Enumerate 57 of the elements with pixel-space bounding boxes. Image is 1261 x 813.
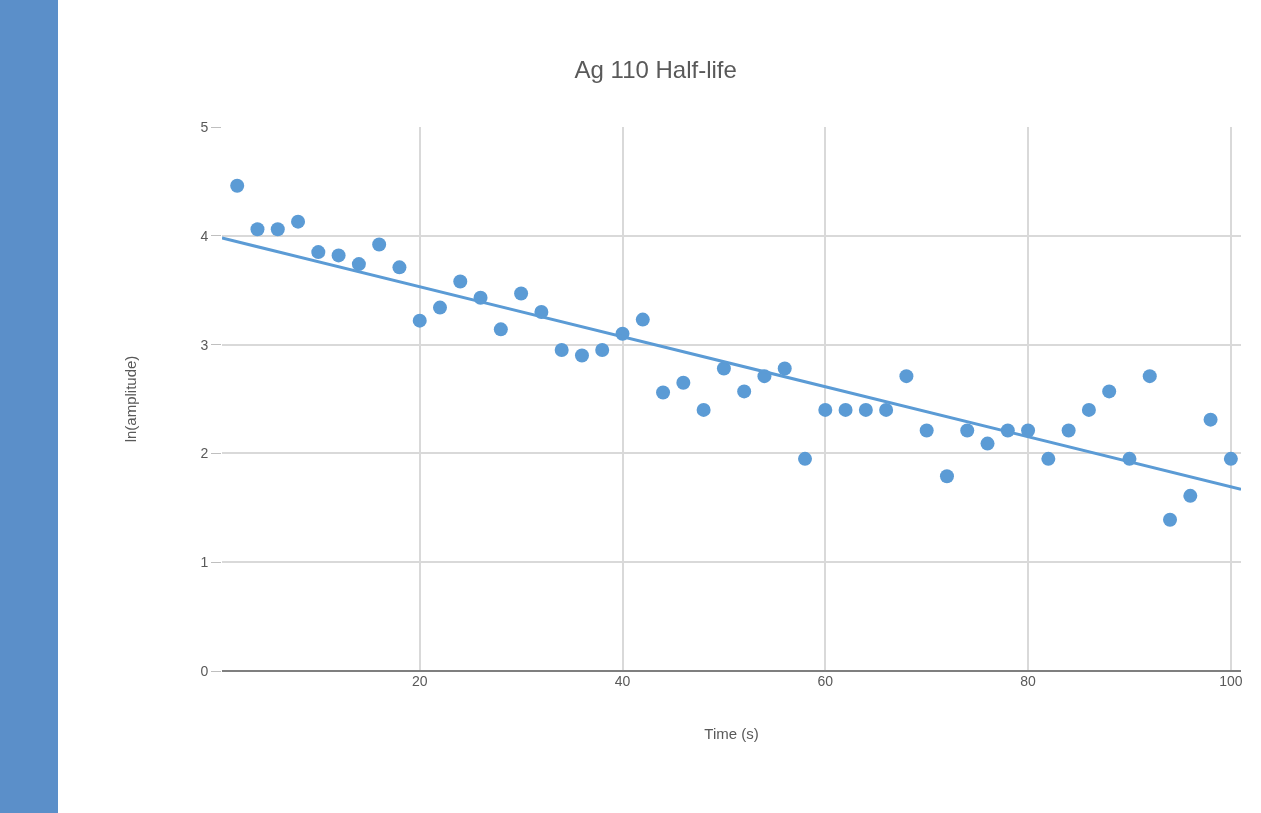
point — [331, 248, 346, 263]
point — [656, 385, 671, 400]
y-tick-label: 1 — [200, 554, 209, 571]
point — [716, 361, 731, 376]
point — [1041, 451, 1056, 466]
point — [838, 402, 853, 417]
point — [453, 274, 468, 289]
x-tick-label: 80 — [1020, 673, 1037, 689]
point — [230, 178, 245, 193]
point — [433, 300, 447, 315]
y-tick-label: 2 — [200, 445, 209, 462]
x-axis-title: Time (s) — [704, 725, 759, 742]
point — [372, 237, 387, 252]
y-tick-label: 4 — [200, 227, 209, 244]
point — [351, 257, 366, 272]
point — [1142, 369, 1157, 384]
point — [980, 436, 995, 451]
point — [818, 402, 833, 417]
point — [1081, 402, 1096, 417]
point — [676, 375, 691, 390]
point — [1183, 488, 1198, 503]
point — [412, 313, 427, 328]
point — [960, 423, 975, 438]
point — [250, 222, 265, 237]
chart-title: Ag 110 Half-life — [574, 55, 737, 83]
point — [635, 312, 650, 327]
y-tick-label: 0 — [200, 662, 209, 679]
point — [696, 402, 711, 417]
point — [595, 343, 610, 358]
x-tick-label: 60 — [817, 673, 834, 689]
point — [879, 402, 894, 417]
point — [574, 348, 589, 363]
point — [1061, 423, 1076, 438]
point — [777, 361, 792, 376]
point — [270, 222, 285, 237]
point — [1163, 512, 1178, 527]
point — [939, 469, 954, 484]
point — [311, 245, 326, 260]
point — [899, 369, 914, 384]
point — [1102, 384, 1117, 399]
point — [737, 384, 752, 399]
point — [858, 402, 873, 417]
point — [554, 343, 569, 358]
y-tick-label: 3 — [200, 336, 209, 353]
point — [798, 451, 813, 466]
x-tick-label: 40 — [614, 673, 631, 689]
point — [392, 260, 407, 275]
point — [1203, 412, 1218, 427]
point — [919, 423, 934, 438]
y-axis-title: ln(amplitude) — [121, 355, 139, 443]
y-tick-label: 5 — [200, 118, 209, 135]
point — [291, 214, 306, 229]
point — [514, 286, 529, 301]
point — [493, 322, 508, 337]
point — [1223, 451, 1238, 466]
x-tick-label: 100 — [1219, 673, 1243, 689]
x-tick-label: 20 — [411, 673, 428, 689]
